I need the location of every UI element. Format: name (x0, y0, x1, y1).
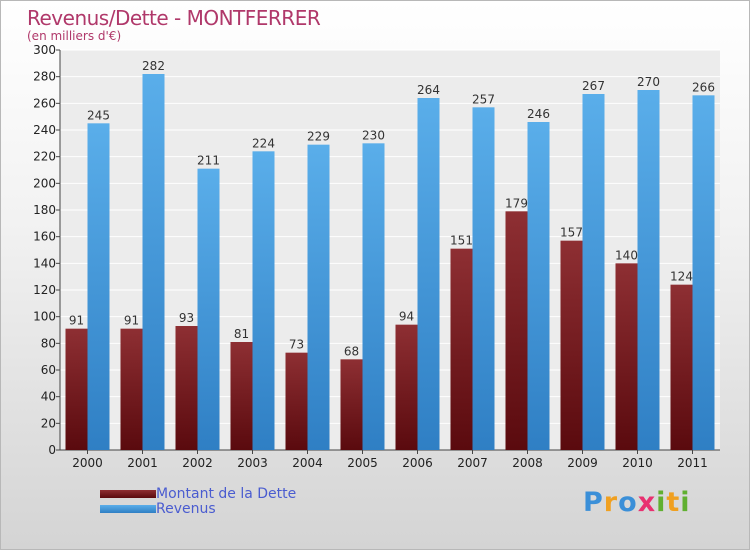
bar-debt (670, 284, 693, 450)
data-label-revenus: 267 (582, 79, 605, 93)
bar-debt (560, 240, 583, 450)
legend-swatch-dette (100, 489, 156, 498)
bar-debt (505, 211, 528, 450)
x-tick-label: 2004 (292, 456, 323, 470)
bar-debt (65, 328, 88, 450)
legend-item-dette: Montant de la Dette (100, 485, 297, 502)
bar-revenus (582, 94, 605, 450)
bar-debt (340, 359, 363, 450)
data-label-debt: 91 (124, 314, 139, 328)
data-label-revenus: 282 (142, 59, 165, 73)
x-tick-label: 2001 (127, 456, 158, 470)
data-label-revenus: 257 (472, 92, 495, 106)
data-label-debt: 93 (179, 311, 194, 325)
bar-revenus (87, 123, 110, 450)
data-label-revenus: 230 (362, 128, 385, 142)
data-label-debt: 81 (234, 327, 249, 341)
bar-debt (120, 328, 143, 450)
bar-debt (615, 263, 638, 450)
bar-debt (175, 326, 198, 450)
y-tick-label: 240 (33, 123, 56, 137)
x-tick-label: 2007 (457, 456, 488, 470)
x-tick-label: 2009 (567, 456, 598, 470)
legend-label-dette: Montant de la Dette (156, 485, 297, 502)
legend-label-revenus: Revenus (156, 500, 216, 517)
x-tick-label: 2003 (237, 456, 268, 470)
data-label-revenus: 270 (637, 75, 660, 89)
logo-letter: x (637, 487, 657, 518)
y-tick-label: 100 (33, 310, 56, 324)
y-tick-label: 20 (41, 416, 56, 430)
logo-letter: i (656, 487, 667, 518)
y-tick-label: 140 (33, 256, 56, 270)
data-label-debt: 124 (670, 270, 693, 284)
bar-revenus (527, 122, 550, 450)
data-label-debt: 91 (69, 314, 84, 328)
y-tick-label: 260 (33, 96, 56, 110)
y-tick-label: 40 (41, 390, 56, 404)
y-tick-label: 300 (33, 43, 56, 57)
bar-revenus (692, 95, 715, 450)
data-label-debt: 94 (399, 310, 414, 324)
plot-area (60, 50, 720, 450)
data-label-debt: 140 (615, 248, 638, 262)
logo-letter: r (603, 487, 619, 518)
data-label-revenus: 224 (252, 136, 275, 150)
data-label-debt: 157 (560, 226, 583, 240)
bar-revenus (417, 98, 440, 450)
data-label-revenus: 246 (527, 107, 550, 121)
y-tick-label: 200 (33, 176, 56, 190)
data-label-debt: 68 (344, 344, 359, 358)
data-label-revenus: 264 (417, 83, 440, 97)
bar-debt (285, 352, 308, 450)
x-tick-label: 2011 (677, 456, 708, 470)
legend-item-revenus: Revenus (100, 500, 296, 517)
y-tick-label: 280 (33, 70, 56, 84)
logo-letter: P (583, 487, 604, 518)
x-tick-label: 2000 (72, 456, 103, 470)
data-label-debt: 73 (289, 338, 304, 352)
chart-subtitle: (en milliers d'€) (27, 29, 122, 43)
logo-letter: o (618, 487, 638, 518)
x-tick-label: 2006 (402, 456, 433, 470)
data-label-debt: 151 (450, 234, 473, 248)
data-label-revenus: 211 (197, 154, 220, 168)
x-tick-label: 2008 (512, 456, 543, 470)
y-tick-label: 60 (41, 363, 56, 377)
y-tick-label: 80 (41, 336, 56, 350)
bar-revenus (142, 74, 165, 450)
y-tick-label: 160 (33, 230, 56, 244)
data-label-revenus: 266 (692, 80, 715, 94)
x-tick-label: 2005 (347, 456, 378, 470)
y-tick-label: 0 (48, 443, 56, 457)
bar-debt (450, 248, 473, 450)
logo-letter: i (680, 487, 691, 518)
bar-revenus (307, 144, 330, 450)
y-tick-label: 180 (33, 203, 56, 217)
legend: Montant de la Dette Revenus (100, 485, 297, 517)
data-label-revenus: 245 (87, 108, 110, 122)
legend-swatch-revenus (100, 504, 156, 513)
data-label-revenus: 229 (307, 130, 330, 144)
y-tick-label: 120 (33, 283, 56, 297)
bar-revenus (362, 143, 385, 451)
x-tick-label: 2002 (182, 456, 213, 470)
bar-revenus (472, 107, 495, 450)
proxiti-logo: Proxiti (583, 487, 691, 518)
bar-debt (395, 324, 418, 450)
chart-title: Revenus/Dette - MONTFERRER (27, 6, 321, 30)
x-tick-label: 2010 (622, 456, 653, 470)
bar-debt (230, 342, 253, 450)
bar-revenus (637, 90, 660, 450)
data-label-debt: 179 (505, 196, 528, 210)
logo-letter: t (666, 487, 681, 518)
bar-revenus (197, 168, 220, 450)
bar-revenus (252, 151, 275, 451)
y-tick-label: 220 (33, 150, 56, 164)
